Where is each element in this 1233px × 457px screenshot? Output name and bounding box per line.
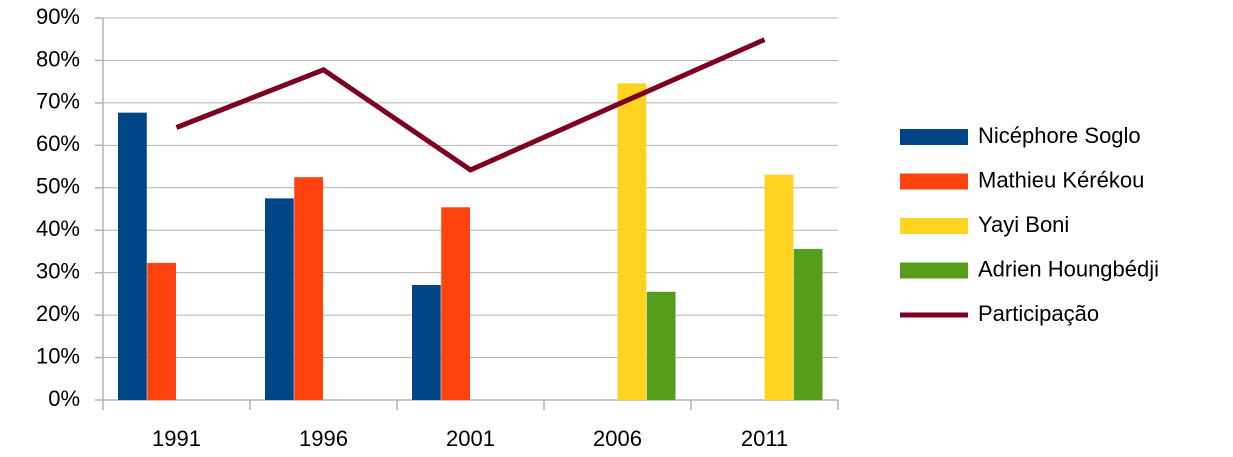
y-tick-label: 0%	[48, 386, 80, 411]
y-tick-label: 20%	[36, 301, 80, 326]
bar	[294, 177, 323, 400]
y-tick-label: 30%	[36, 258, 80, 283]
bar	[147, 262, 176, 400]
legend-swatch	[900, 129, 968, 145]
x-tick-label: 2011	[741, 426, 788, 451]
bar	[441, 207, 470, 400]
x-tick-label: 1996	[299, 426, 348, 451]
bar	[412, 284, 441, 400]
legend-label: Participação	[978, 301, 1099, 326]
bar	[764, 174, 794, 400]
legend-swatch	[900, 218, 968, 234]
bar	[793, 248, 823, 400]
bar	[617, 83, 647, 400]
x-tick-label: 2001	[446, 426, 495, 451]
y-tick-label: 90%	[36, 4, 80, 29]
legend-label: Nicéphore Soglo	[978, 123, 1141, 148]
y-tick-label: 10%	[36, 343, 80, 368]
y-tick-label: 60%	[36, 131, 80, 156]
x-tick-label: 2006	[593, 426, 642, 451]
y-tick-label: 50%	[36, 174, 80, 199]
legend-swatch	[900, 262, 968, 279]
bar	[646, 291, 676, 400]
y-tick-label: 80%	[36, 46, 80, 71]
y-tick-label: 70%	[36, 89, 80, 114]
bar	[265, 198, 294, 400]
bar	[118, 112, 147, 400]
legend-swatch	[900, 173, 968, 190]
x-tick-label: 1991	[152, 426, 201, 451]
legend-label: Mathieu Kérékou	[978, 167, 1144, 192]
line	[175, 37, 766, 173]
legend-label: Yayi Boni	[978, 212, 1069, 237]
y-tick-label: 40%	[36, 216, 80, 241]
legend-label: Adrien Houngbédji	[978, 256, 1159, 281]
